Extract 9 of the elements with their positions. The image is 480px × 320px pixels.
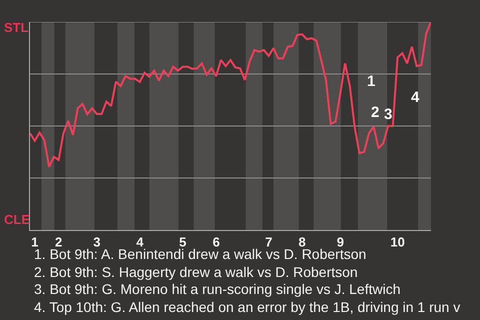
annotation: 2 bbox=[371, 104, 380, 121]
annotation: 4 bbox=[411, 89, 420, 106]
annotation: 3 bbox=[384, 106, 392, 123]
text: STL bbox=[4, 20, 29, 35]
x-tick-label: 10 bbox=[390, 234, 405, 250]
text: 2. Bot 9th: S. Haggerty drew a walk vs D. Robertson bbox=[34, 264, 358, 280]
text: 3. Bot 9th: G. Moreno hit a run-scoring single vs J. Leftwich bbox=[34, 281, 401, 297]
annotation: 1 bbox=[367, 73, 376, 90]
text: 4. Top 10th: G. Allen reached on an error by the 1B, driving in 1 run v bbox=[34, 299, 460, 315]
